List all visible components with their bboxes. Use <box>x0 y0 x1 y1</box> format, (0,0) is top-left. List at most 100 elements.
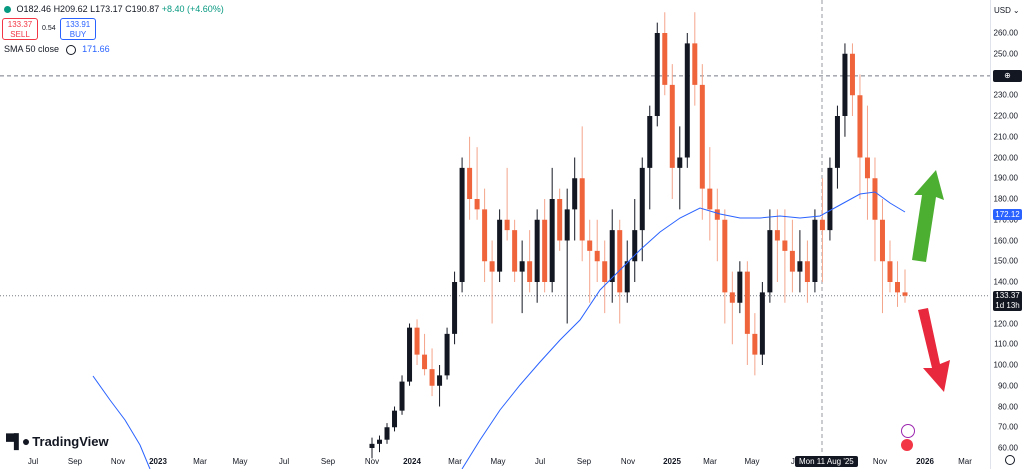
price-tick-label: 70.00 <box>997 422 1018 432</box>
candle-body <box>722 219 728 293</box>
earnings-event-icon[interactable] <box>901 439 913 451</box>
last-price: 133.37 <box>995 290 1020 300</box>
time-tick-label: Nov <box>872 457 888 466</box>
time-tick-label: Sep <box>320 457 336 466</box>
currency-selector[interactable]: USD <box>994 6 1020 15</box>
price-tick-label: 260.00 <box>993 28 1018 38</box>
price-tick-label: 210.00 <box>993 132 1018 142</box>
ohlc-low: L173.17 <box>90 4 123 14</box>
sell-button[interactable]: 133.37 SELL <box>2 18 38 40</box>
candle-body <box>857 95 863 158</box>
gear-icon[interactable] <box>1005 455 1015 465</box>
candle-body <box>902 292 908 296</box>
candle-body <box>819 219 825 231</box>
time-tick-label: Sep <box>576 457 592 466</box>
time-tick-label: Nov <box>620 457 636 466</box>
candle-body <box>542 219 548 282</box>
candle-body <box>632 230 638 262</box>
candle-body <box>707 188 713 210</box>
candle-body <box>677 157 683 168</box>
candle-body <box>647 116 653 168</box>
ohlc-change: +8.40 (+4.60%) <box>161 4 224 14</box>
candle-body <box>399 381 405 411</box>
time-tick-label: Mar <box>448 457 462 466</box>
price-tick-label: 250.00 <box>993 49 1018 59</box>
sma-legend-label: SMA 50 close <box>4 44 60 54</box>
candle-body <box>699 84 705 189</box>
time-axis[interactable]: Jul Sep Nov 2023 Mar May Jul Sep Nov 2024 Mar May Ju… <box>0 455 990 469</box>
price-tick-label: 160.00 <box>993 236 1018 245</box>
candle-body <box>512 230 518 272</box>
price-tick-label: 80.00 <box>997 402 1018 411</box>
candle-body <box>474 199 480 210</box>
sell-price: 133.37 <box>7 20 33 29</box>
candle-body <box>759 292 765 355</box>
candle-body <box>879 219 885 262</box>
candle-body <box>872 178 878 220</box>
brand-name: TradingView <box>32 434 109 449</box>
ohlc-close: C190.87 <box>125 4 160 14</box>
sma-legend-value: 171.66 <box>82 44 110 54</box>
buy-label: BUY <box>69 30 87 39</box>
candle-body <box>714 209 720 220</box>
candle-body <box>639 167 645 231</box>
candle-body <box>744 271 750 334</box>
price-tick-label: 120.00 <box>993 319 1018 328</box>
candle-body <box>504 219 510 231</box>
time-tick-label: Jul <box>27 457 39 466</box>
buy-price: 133.91 <box>65 20 91 29</box>
ohlc-high: H209.62 <box>53 4 88 14</box>
time-tick-label: Sep <box>67 457 83 466</box>
time-tick-label: 2024 <box>403 457 421 466</box>
candle-body <box>564 209 570 241</box>
settings-icon[interactable] <box>65 44 76 55</box>
time-tick-label: May <box>744 457 760 466</box>
price-tick-label: 140.00 <box>993 277 1018 287</box>
status-dot <box>4 6 11 14</box>
candle-body <box>654 33 660 116</box>
price-tick-label: 60.00 <box>997 443 1018 453</box>
candle-body <box>414 327 420 355</box>
candle-body <box>482 209 488 262</box>
ohlc-readout: O182.46 H209.62 L173.17 C190.87 +8.40 (+… <box>4 4 224 14</box>
candle-body <box>587 240 593 251</box>
candle-body <box>797 261 803 272</box>
candle-body <box>887 261 893 282</box>
sell-label: SELL <box>10 30 30 39</box>
candle-body <box>669 84 675 168</box>
candle-body <box>692 43 698 85</box>
candle-body <box>827 167 833 231</box>
candle-body <box>519 261 525 272</box>
price-tick-label: 200.00 <box>993 153 1018 162</box>
time-tick-label: Nov <box>110 457 126 466</box>
candle-body <box>549 199 555 282</box>
price-tick-label: 190.00 <box>993 173 1018 183</box>
buy-button[interactable]: 133.91 BUY <box>60 18 96 40</box>
time-tick-label: 2026 <box>916 457 934 466</box>
candle-body <box>849 53 855 96</box>
candle-body <box>392 410 398 428</box>
arrow-up-icon <box>912 170 944 262</box>
price-chart[interactable] <box>0 0 990 469</box>
candle-body <box>459 167 465 282</box>
chart-area[interactable] <box>0 0 990 469</box>
sma-legend[interactable]: SMA 50 close 171.66 <box>4 44 110 55</box>
price-tick-label: 180.00 <box>993 194 1018 204</box>
candle-body <box>729 292 735 303</box>
sma-line <box>461 191 906 469</box>
candle-body <box>557 199 563 241</box>
time-tick-label: 2025 <box>663 457 681 466</box>
sma-price-badge: 172.12 <box>993 209 1022 221</box>
dividend-event-icon[interactable] <box>901 424 915 438</box>
ohlc-open: O182.46 <box>16 4 52 14</box>
last-price-badge: 133.37 1d 13h <box>993 290 1022 311</box>
price-tick-label: 230.00 <box>993 90 1018 100</box>
candle-body <box>429 369 435 386</box>
candle-body <box>789 250 795 272</box>
tradingview-logo[interactable]: ▀▌● TradingView <box>6 433 109 449</box>
candle-body <box>384 427 390 440</box>
time-tick-label: Nov <box>364 457 380 466</box>
alert-price-badge[interactable]: ⊕ 239.32 <box>993 69 1022 92</box>
candle-body <box>527 261 533 282</box>
tv-logo-icon: ▀▌● <box>6 433 30 449</box>
